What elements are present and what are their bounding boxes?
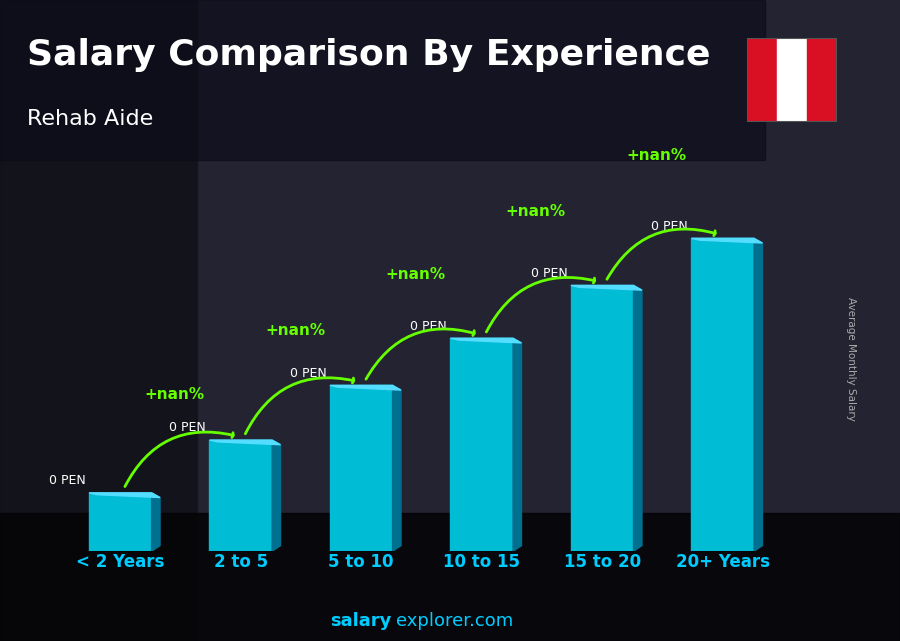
Polygon shape [634, 285, 642, 551]
Polygon shape [754, 238, 762, 551]
Bar [210, 440, 272, 551]
Text: Rehab Aide: Rehab Aide [27, 109, 153, 129]
Text: < 2 Years: < 2 Years [76, 553, 165, 571]
Polygon shape [330, 385, 401, 390]
Text: +nan%: +nan% [265, 323, 325, 338]
Bar [807, 38, 837, 122]
Polygon shape [691, 238, 762, 243]
Bar [0, 513, 900, 641]
Polygon shape [151, 493, 160, 551]
Text: +nan%: +nan% [385, 267, 446, 281]
Polygon shape [450, 338, 521, 343]
Text: salary: salary [330, 612, 392, 630]
Text: 0 PEN: 0 PEN [49, 474, 86, 487]
Bar [330, 385, 392, 551]
Bar [89, 493, 151, 551]
Text: +nan%: +nan% [144, 387, 204, 403]
Polygon shape [210, 440, 281, 445]
Text: 0 PEN: 0 PEN [290, 367, 327, 379]
Bar [777, 38, 807, 122]
Text: 0 PEN: 0 PEN [169, 421, 206, 435]
Polygon shape [272, 440, 281, 551]
Bar [450, 338, 513, 551]
Polygon shape [392, 385, 401, 551]
Text: +nan%: +nan% [626, 148, 687, 163]
Text: 20+ Years: 20+ Years [676, 553, 770, 571]
Text: 0 PEN: 0 PEN [530, 267, 567, 279]
Bar [571, 285, 634, 551]
Text: 2 to 5: 2 to 5 [213, 553, 268, 571]
Polygon shape [89, 493, 160, 497]
Text: 0 PEN: 0 PEN [410, 320, 446, 333]
Text: 0 PEN: 0 PEN [651, 220, 688, 233]
Text: 15 to 20: 15 to 20 [563, 553, 641, 571]
Text: Salary Comparison By Experience: Salary Comparison By Experience [27, 38, 710, 72]
Polygon shape [571, 285, 642, 290]
Text: +nan%: +nan% [506, 204, 566, 219]
Polygon shape [0, 0, 198, 641]
Bar [691, 238, 754, 551]
Text: 10 to 15: 10 to 15 [443, 553, 520, 571]
Bar [0, 0, 765, 160]
Bar [747, 38, 777, 122]
Text: Average Monthly Salary: Average Monthly Salary [845, 297, 856, 421]
Text: 5 to 10: 5 to 10 [328, 553, 394, 571]
Polygon shape [513, 338, 521, 551]
Polygon shape [198, 0, 900, 641]
Text: explorer.com: explorer.com [396, 612, 513, 630]
